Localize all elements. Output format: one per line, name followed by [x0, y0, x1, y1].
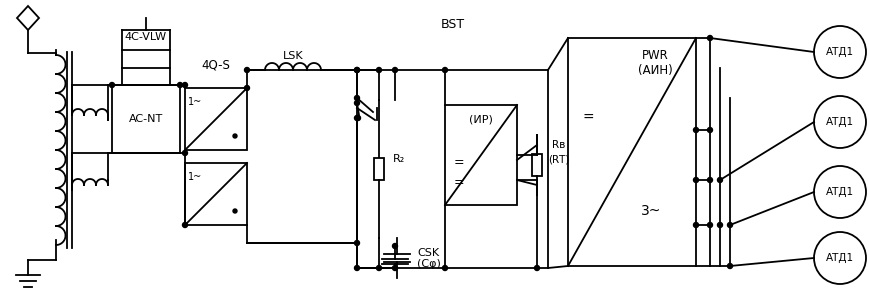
Text: =: =: [581, 111, 594, 125]
Text: (АИН): (АИН): [637, 64, 672, 77]
Circle shape: [376, 67, 381, 73]
Circle shape: [233, 134, 236, 138]
Circle shape: [726, 264, 732, 268]
Text: 1~: 1~: [188, 172, 202, 182]
Text: BST: BST: [440, 19, 464, 31]
Bar: [122, 50, 169, 68]
Circle shape: [233, 209, 236, 213]
Circle shape: [813, 166, 865, 218]
Text: АТД1: АТД1: [825, 47, 853, 57]
Bar: [531, 154, 541, 176]
Circle shape: [442, 67, 447, 73]
Circle shape: [706, 223, 712, 228]
Circle shape: [354, 101, 359, 106]
Circle shape: [706, 127, 712, 132]
Circle shape: [182, 82, 188, 88]
Text: 4Q-S: 4Q-S: [202, 59, 230, 71]
Circle shape: [534, 265, 539, 271]
Text: CSK: CSK: [416, 248, 439, 258]
Bar: [185, 163, 247, 225]
Bar: [567, 38, 695, 266]
Text: (Cφ): (Cφ): [416, 259, 441, 269]
Circle shape: [813, 26, 865, 78]
Circle shape: [693, 223, 698, 228]
Text: (RТ): (RТ): [547, 155, 569, 165]
Text: =: =: [453, 156, 464, 170]
Text: 4C-VLW: 4C-VLW: [125, 32, 167, 42]
Circle shape: [182, 150, 188, 156]
Circle shape: [182, 223, 188, 228]
Circle shape: [706, 35, 712, 41]
Text: AC-NT: AC-NT: [129, 114, 163, 124]
Circle shape: [693, 178, 698, 182]
Circle shape: [726, 223, 732, 228]
Text: АТД1: АТД1: [825, 253, 853, 263]
Text: LSK: LSK: [282, 51, 303, 61]
Text: R₂: R₂: [393, 154, 405, 164]
Text: АТД1: АТД1: [825, 117, 853, 127]
Text: Rв: Rв: [552, 140, 565, 150]
Circle shape: [109, 82, 115, 88]
Circle shape: [706, 178, 712, 182]
Polygon shape: [17, 6, 39, 30]
Circle shape: [392, 265, 397, 271]
Circle shape: [354, 67, 359, 73]
Circle shape: [376, 265, 381, 271]
Bar: [444, 105, 516, 205]
Circle shape: [244, 85, 249, 91]
Circle shape: [177, 82, 182, 88]
Circle shape: [442, 265, 447, 271]
Text: 1~: 1~: [188, 97, 202, 107]
Bar: [185, 88, 247, 150]
Bar: [374, 158, 383, 180]
Text: 3~: 3~: [640, 204, 660, 218]
Circle shape: [354, 241, 359, 246]
Circle shape: [693, 127, 698, 132]
Text: PWR: PWR: [641, 49, 667, 63]
Circle shape: [813, 232, 865, 284]
Bar: [112, 85, 180, 153]
Text: (ИР): (ИР): [468, 115, 493, 125]
Circle shape: [717, 223, 721, 228]
Text: АТД1: АТД1: [825, 187, 853, 197]
Circle shape: [354, 265, 359, 271]
Circle shape: [354, 67, 359, 73]
Circle shape: [244, 67, 249, 73]
Circle shape: [717, 178, 721, 182]
Circle shape: [392, 243, 397, 249]
Circle shape: [813, 96, 865, 148]
Circle shape: [355, 116, 360, 120]
Text: =: =: [453, 177, 464, 189]
Circle shape: [392, 67, 397, 73]
Circle shape: [354, 116, 359, 120]
Circle shape: [354, 95, 359, 101]
